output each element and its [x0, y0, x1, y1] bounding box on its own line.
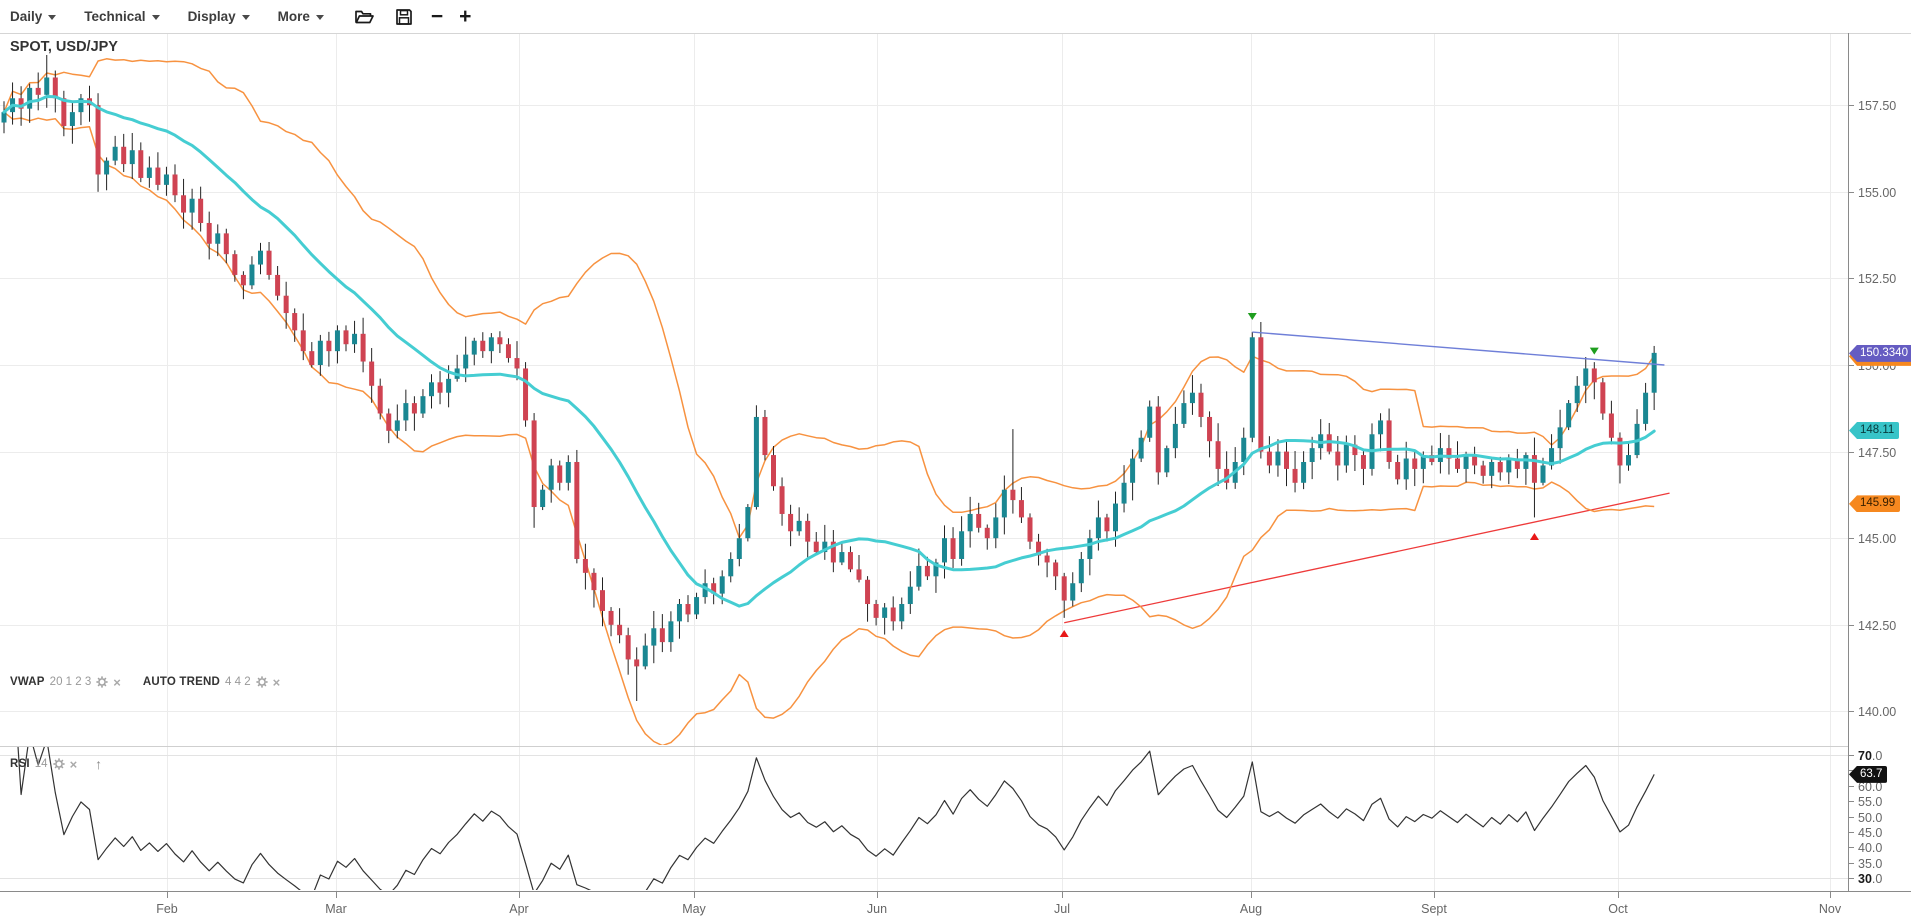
rsi-tick-label: 55.0: [1858, 795, 1882, 809]
rsi-pane: [17, 747, 1655, 890]
vwap-indicator-label: VWAP: [10, 676, 45, 688]
vwap-remove-icon[interactable]: ×: [113, 674, 121, 690]
month-tick-label: Aug: [1240, 902, 1262, 916]
gridlines: [0, 33, 1848, 891]
chevron-down-icon: [151, 15, 160, 20]
vwap-indicator-params: 20 1 2 3: [49, 676, 92, 688]
vwap-value-badge: 148.11: [1849, 421, 1900, 439]
price-tick-label: 145.00: [1858, 532, 1896, 546]
chevron-down-icon: [48, 15, 57, 20]
month-tick-label: Sept: [1421, 902, 1447, 916]
auto-trend-indicator-label: AUTO TREND: [142, 676, 221, 688]
main-pane: [1, 54, 1670, 745]
auto-trend-remove-icon[interactable]: ×: [272, 674, 281, 690]
save-icon[interactable]: [395, 8, 413, 26]
rsi-move-up-icon[interactable]: ↑: [95, 755, 103, 772]
rsi-settings-gear-icon[interactable]: [52, 758, 65, 770]
technical-menu-label: Technical: [84, 9, 146, 24]
rsi-indicator-params: 14: [34, 758, 48, 770]
rsi-value-badge: 63.7: [1849, 765, 1888, 783]
price-tick-label: 140.00: [1858, 705, 1896, 719]
price-tick-label: 155.00: [1858, 186, 1896, 200]
rsi-indicator-label: RSI: [10, 758, 30, 770]
zoom-out-icon[interactable]: −: [430, 4, 444, 28]
upper-band-line: [3, 58, 1655, 539]
rsi-line: [17, 747, 1655, 890]
zoom-in-icon[interactable]: +: [459, 4, 472, 28]
minus-glyph: −: [430, 4, 444, 28]
rsi-tick-label: 35.0: [1858, 857, 1882, 871]
technical-menu[interactable]: Technical: [84, 9, 160, 24]
vwap-line: [2, 95, 1656, 608]
open-folder-icon[interactable]: [354, 8, 375, 26]
support-trendline: [1064, 492, 1670, 624]
candles-layer: [1, 54, 1657, 702]
month-tick-label: Nov: [1819, 902, 1842, 916]
swing-high-marker: [1589, 347, 1599, 355]
month-tick-label: Oct: [1608, 902, 1628, 916]
auto-trend-indicator-params: 4 4 2: [225, 676, 251, 688]
chevron-down-icon: [241, 15, 250, 20]
plus-glyph: +: [459, 4, 472, 28]
rsi-tick-label: 40.0: [1858, 841, 1882, 855]
lower-band-value-badge: 145.99: [1849, 495, 1901, 513]
timeframe-menu-label: Daily: [10, 9, 43, 24]
rsi-tick-label: 30.0: [1858, 872, 1882, 886]
price-tick-label: 142.50: [1858, 619, 1896, 633]
price-tick-label: 147.50: [1858, 446, 1896, 460]
axes: [0, 33, 1911, 892]
price-tick-label: 157.50: [1858, 99, 1896, 113]
rsi-tick-label: 70.0: [1858, 749, 1882, 763]
symbol-label: SPOT, USD/JPY: [10, 39, 118, 55]
overlay-indicators-row: VWAP 20 1 2 3 × AUTO TREND 4 4 2: [10, 674, 281, 690]
more-menu[interactable]: More: [278, 9, 324, 24]
month-tick-label: Jul: [1054, 902, 1070, 916]
vwap-settings-gear-icon[interactable]: [96, 676, 108, 688]
month-tick-label: Apr: [509, 902, 528, 916]
display-menu-label: Display: [187, 9, 236, 24]
month-tick-label: Feb: [156, 902, 178, 916]
timeframe-menu[interactable]: Daily: [10, 9, 57, 24]
month-tick-label: Jun: [867, 902, 887, 916]
rsi-tick-label: 45.0: [1858, 826, 1882, 840]
chevron-down-icon: [315, 15, 324, 20]
swing-high-marker: [1247, 312, 1257, 320]
display-menu[interactable]: Display: [188, 9, 250, 24]
last-price-badge: 150.3340: [1849, 344, 1911, 362]
rsi-indicator-row: RSI 14 × ↑: [10, 755, 103, 772]
more-menu-label: More: [277, 9, 310, 24]
rsi-tick-label: 50.0: [1858, 811, 1882, 825]
price-tick-label: 152.50: [1858, 272, 1896, 286]
swing-low-marker: [1059, 629, 1069, 637]
lower-band-line: [3, 111, 1655, 745]
rsi-tick-label: 60.0: [1858, 780, 1882, 794]
rsi-remove-icon[interactable]: ×: [69, 756, 78, 772]
swing-low-marker: [1529, 533, 1539, 541]
trend-markers: [1059, 312, 1599, 637]
toolbar: Daily Technical Display More: [0, 0, 1911, 33]
month-tick-label: Mar: [325, 902, 347, 916]
auto-trend-settings-gear-icon[interactable]: [256, 676, 268, 688]
month-tick-label: May: [682, 902, 706, 916]
resistance-trendline: [1252, 331, 1665, 366]
